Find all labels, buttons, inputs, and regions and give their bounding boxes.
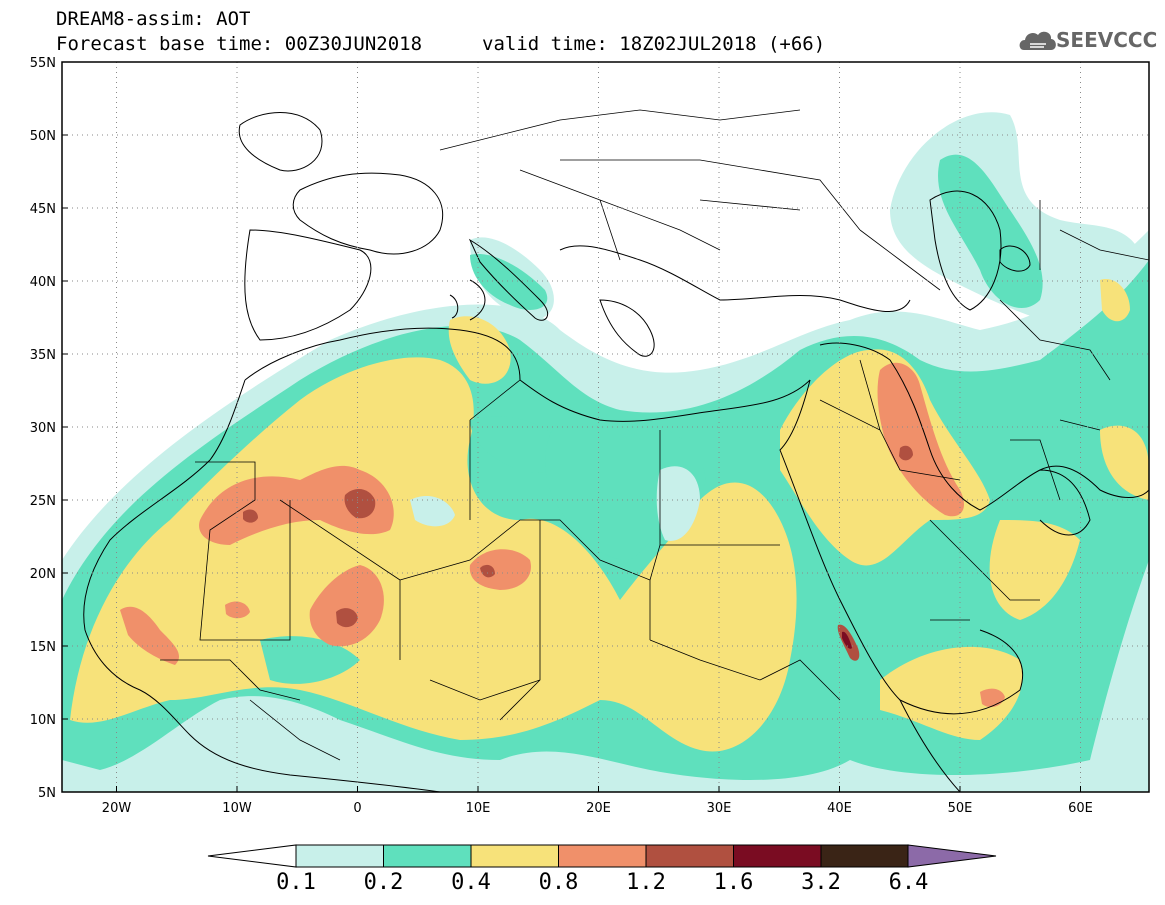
colorbar-cell (558, 844, 647, 868)
lat-tick-label: 5N (38, 786, 56, 801)
valid-time: valid time: 18Z02JUL2018 (+66) (482, 33, 826, 55)
lat-tick-label: 20N (30, 567, 56, 582)
forecast-base-time: Forecast base time: 00Z30JUN2018 (56, 33, 423, 55)
aot-level-0.8 (199, 465, 394, 545)
lon-tick-label: 50E (948, 801, 973, 816)
colorbar-cell (383, 844, 472, 868)
aot-level-1.2 (336, 608, 358, 628)
coastlines (83, 112, 1149, 792)
aot-level-0.4 (448, 316, 511, 384)
lat-tick-label: 45N (30, 202, 56, 217)
logo-text: SEEVCCC (1056, 28, 1158, 52)
aot-level-0.4 (1100, 279, 1130, 322)
colorbar (207, 844, 997, 868)
aot-level-0.4 (880, 646, 1023, 740)
lat-tick-label: 30N (30, 421, 56, 436)
colorbar-cell (820, 844, 909, 868)
aot-level-1.2 (243, 509, 258, 523)
colorbar-label: 0.4 (451, 870, 491, 895)
lat-tick-label: 15N (30, 640, 56, 655)
aot-field (62, 112, 1149, 792)
lon-tick-label: 0 (353, 801, 361, 816)
lon-tick-label: 20E (586, 801, 611, 816)
lon-tick-label: 60E (1068, 801, 1093, 816)
aot-level-0.1 (656, 466, 700, 541)
colorbar-label: 0.8 (538, 870, 579, 895)
aot-level-0.4 (70, 357, 797, 752)
colorbar-label: 1.6 (713, 870, 754, 895)
aot-level-0.2 (545, 417, 669, 560)
aot-level-0.8 (120, 606, 180, 665)
aot-level-0.1 (410, 495, 455, 527)
aot-level-0.4 (989, 520, 1080, 620)
aot-level-0.8 (980, 688, 1005, 708)
lon-tick-label: 20W (102, 801, 132, 816)
lat-tick-label: 25N (30, 494, 56, 509)
axis-ticks: 55N 50N 45N 40N 35N 30N 25N 20N 15N 10N 5N 20W 10W 0 1… (30, 56, 1093, 816)
aot-level-0.8 (469, 549, 531, 590)
aot-level-0.2 (470, 416, 568, 473)
aot-level-1.2 (899, 445, 913, 461)
lon-tick-label: 30E (707, 801, 732, 816)
aot-level-1.6 (842, 631, 852, 649)
colorbar-cell (733, 844, 822, 868)
country-borders (160, 109, 1149, 761)
colorbar-cell (295, 844, 384, 868)
aot-level-0.8 (225, 601, 250, 619)
aot-level-1.2 (480, 564, 495, 578)
colorbar-cell (470, 844, 559, 868)
lat-tick-label: 55N (30, 56, 56, 71)
lat-tick-label: 50N (30, 129, 56, 144)
map-title: DREAM8-assim: AOT (56, 8, 251, 30)
lat-tick-label: 10N (30, 713, 56, 728)
colorbar-cell (645, 844, 734, 868)
aot-level-0.2 (260, 636, 360, 684)
colorbar-label: 3.2 (801, 870, 841, 895)
lat-tick-label: 40N (30, 275, 56, 290)
gridlines (62, 62, 1149, 792)
colorbar-label: 0.2 (363, 870, 404, 895)
colorbar-under-arrow (207, 844, 297, 868)
colorbar-over-arrow (907, 844, 997, 868)
lon-tick-label: 40E (827, 801, 852, 816)
colorbar-label: 1.2 (626, 870, 666, 895)
colorbar-label: 0.1 (276, 870, 316, 895)
aot-level-0.2 (938, 154, 1043, 309)
cloud-logo-icon (1019, 31, 1056, 50)
lon-tick-label: 10E (466, 801, 491, 816)
aot-level-0.8 (877, 362, 965, 517)
lon-tick-label: 10W (222, 801, 252, 816)
aot-level-0.4 (780, 349, 990, 566)
lat-tick-label: 35N (30, 348, 56, 363)
colorbar-label: 6.4 (888, 870, 929, 895)
aot-level-1.2 (344, 488, 376, 519)
aot-level-0.4 (1100, 425, 1149, 500)
aot-level-0.8 (309, 565, 384, 647)
aot-level-0.2 (470, 254, 548, 310)
